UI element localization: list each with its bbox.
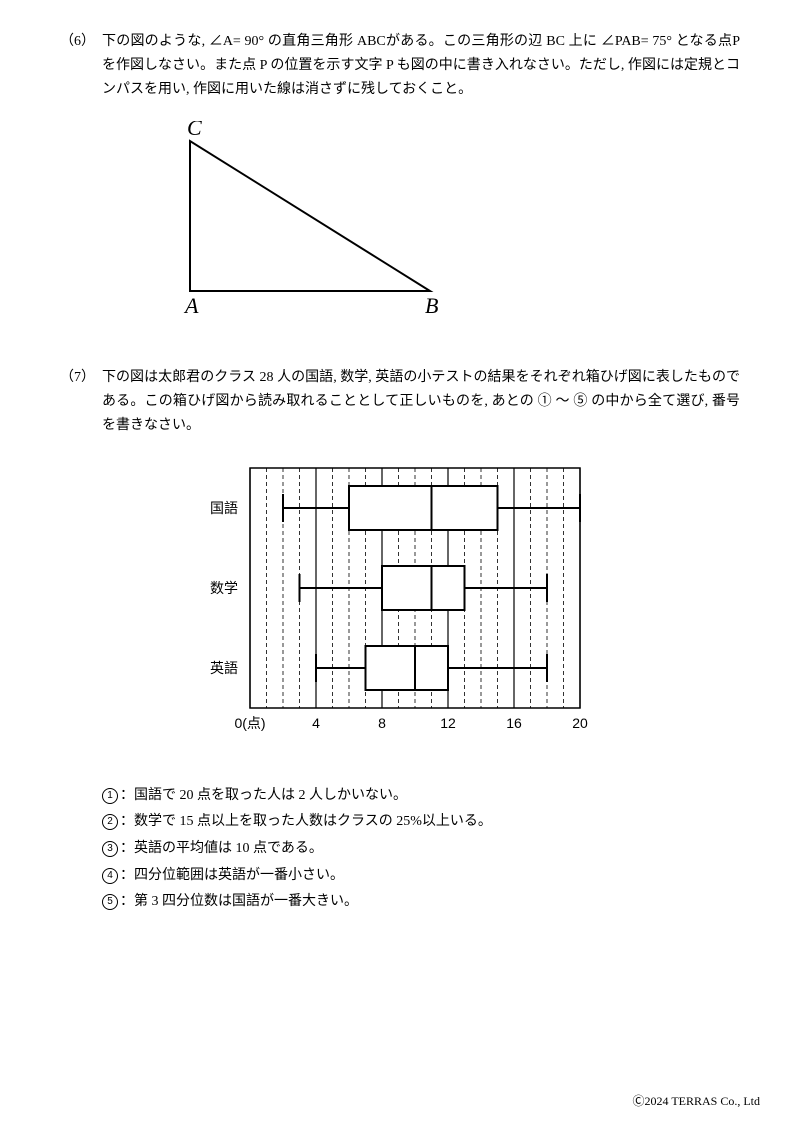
svg-text:国語: 国語 <box>210 500 238 516</box>
option-number-icon: 1 <box>102 788 118 804</box>
option-item: 5：第 3 四分位数は国語が一番大きい。 <box>102 889 740 916</box>
option-text: 国語で 20 点を取った人は 2 人しかいない。 <box>134 783 407 810</box>
option-text: 英語の平均値は 10 点である。 <box>134 836 323 863</box>
svg-text:数学: 数学 <box>210 580 238 596</box>
q7-options: 1：国語で 20 点を取った人は 2 人しかいない。2：数学で 15 点以上を取… <box>102 783 740 916</box>
svg-text:16: 16 <box>506 715 522 731</box>
svg-text:12: 12 <box>440 715 456 731</box>
option-item: 3：英語の平均値は 10 点である。 <box>102 836 740 863</box>
q7-figure: 0(点) 4 8 12 16 20 国語数学英語 <box>180 458 740 753</box>
question-6: （6） 下の図のような, ∠A= 90° の直角三角形 ABCがある。この三角形… <box>60 30 740 336</box>
option-item: 2：数学で 15 点以上を取った人数はクラスの 25%以上いる。 <box>102 809 740 836</box>
question-7: （7） 下の図は太郎君のクラス 28 人の国語, 数学, 英語の小テストの結果を… <box>60 366 740 915</box>
option-number-icon: 5 <box>102 894 118 910</box>
svg-text:8: 8 <box>378 715 386 731</box>
svg-text:20: 20 <box>572 715 588 731</box>
svg-text:B: B <box>425 293 438 318</box>
q7-text: 下の図は太郎君のクラス 28 人の国語, 数学, 英語の小テストの結果をそれぞれ… <box>102 366 740 437</box>
option-item: 1：国語で 20 点を取った人は 2 人しかいない。 <box>102 783 740 810</box>
option-item: 4：四分位範囲は英語が一番小さい。 <box>102 863 740 890</box>
q6-figure: A B C <box>160 121 740 336</box>
option-text: 四分位範囲は英語が一番小さい。 <box>134 863 344 890</box>
q6-number: （6） <box>60 30 102 54</box>
option-number-icon: 4 <box>102 868 118 884</box>
q6-text: 下の図のような, ∠A= 90° の直角三角形 ABCがある。この三角形の辺 B… <box>102 30 740 101</box>
q7-number: （7） <box>60 366 102 390</box>
svg-text:C: C <box>187 121 202 140</box>
svg-text:0(点): 0(点) <box>234 715 265 731</box>
copyright-footer: Ⓒ2024 TERRAS Co., Ltd <box>633 1092 760 1109</box>
svg-text:4: 4 <box>312 715 320 731</box>
option-text: 数学で 15 点以上を取った人数はクラスの 25%以上いる。 <box>134 809 492 836</box>
svg-text:A: A <box>183 293 199 318</box>
option-number-icon: 2 <box>102 814 118 830</box>
option-number-icon: 3 <box>102 841 118 857</box>
svg-text:英語: 英語 <box>210 660 238 676</box>
option-text: 第 3 四分位数は国語が一番大きい。 <box>134 889 358 916</box>
